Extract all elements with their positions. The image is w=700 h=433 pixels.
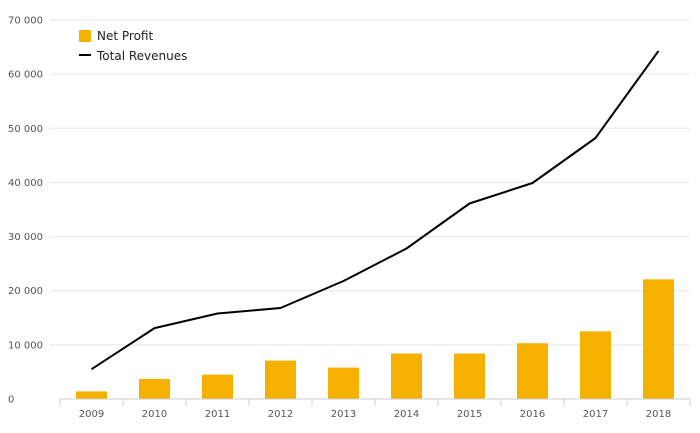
x-tick-label: 2014 xyxy=(394,409,419,420)
bar-net-profit xyxy=(139,378,170,399)
y-tick-label: 10 000 xyxy=(8,340,43,351)
bar-net-profit xyxy=(454,353,485,399)
bar-net-profit xyxy=(517,343,548,399)
y-tick-label: 40 000 xyxy=(8,178,43,189)
y-tick-label: 20 000 xyxy=(8,286,43,297)
x-tick-label: 2011 xyxy=(205,409,230,420)
x-tick-label: 2018 xyxy=(646,409,671,420)
bar-net-profit xyxy=(76,391,107,399)
y-tick-label: 60 000 xyxy=(8,70,43,81)
bar-net-profit xyxy=(265,360,296,399)
x-axis xyxy=(59,398,691,406)
legend-swatch-net-profit xyxy=(79,30,91,42)
y-tick-label: 70 000 xyxy=(8,16,43,27)
bar-net-profit xyxy=(202,374,233,399)
x-tick-label: 2013 xyxy=(331,409,356,420)
legend-label-total-revenues: Total Revenues xyxy=(96,49,187,63)
x-tick-label: 2015 xyxy=(457,409,482,420)
line-total-revenues xyxy=(90,50,660,371)
x-tick-label: 2012 xyxy=(268,409,293,420)
bar-net-profit xyxy=(391,353,422,399)
bar-net-profit xyxy=(580,331,611,399)
y-tick-label: 50 000 xyxy=(8,124,43,135)
y-tick-label: 30 000 xyxy=(8,232,43,243)
legend: Net Profit Total Revenues xyxy=(79,29,187,63)
grid-lines xyxy=(50,19,690,346)
bar-series xyxy=(76,279,674,399)
x-tick-label: 2010 xyxy=(142,409,167,420)
x-axis-labels: 2009 2010 2011 2012 2013 2014 2015 2016 2017 2018 xyxy=(79,409,671,420)
y-tick-label: 0 xyxy=(8,395,14,406)
y-axis-labels: 0 10 000 20 000 30 000 40 000 50 000 60 000 70 … xyxy=(8,16,43,406)
bar-net-profit xyxy=(643,279,674,399)
line-series xyxy=(90,50,660,371)
bar-net-profit xyxy=(328,367,359,399)
x-tick-label: 2009 xyxy=(79,409,104,420)
x-tick-label: 2016 xyxy=(520,409,545,420)
x-tick-label: 2017 xyxy=(583,409,608,420)
legend-label-net-profit: Net Profit xyxy=(97,29,153,43)
